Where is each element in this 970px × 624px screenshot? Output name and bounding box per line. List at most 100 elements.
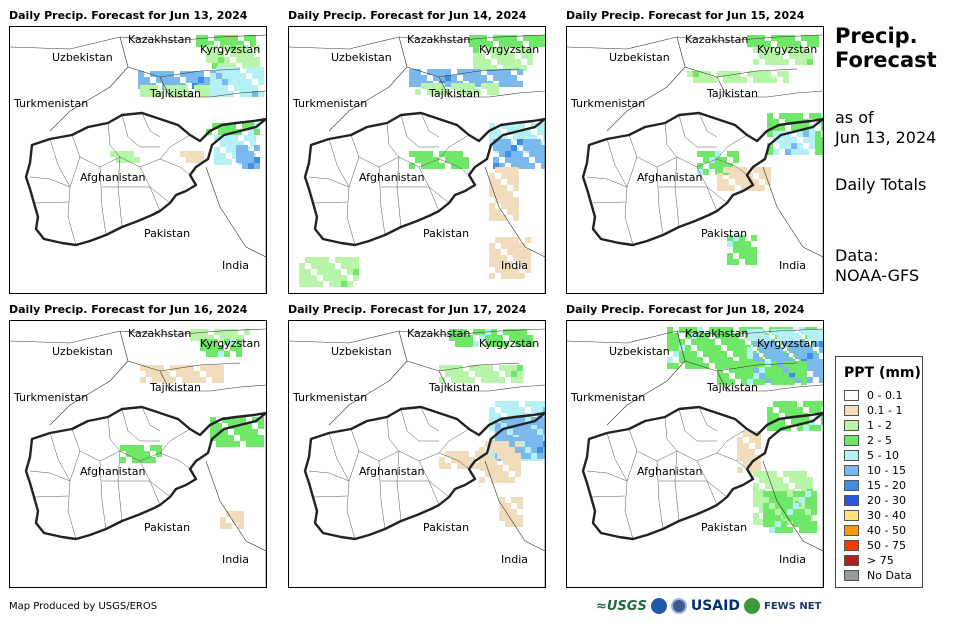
map-label-kyrgyzstan: Kyrgyzstan	[200, 43, 260, 56]
precip-cell	[737, 467, 743, 473]
map-label-tajikistan: Tajikistan	[706, 381, 758, 394]
precip-cell	[721, 327, 727, 333]
precip-cell	[186, 151, 192, 157]
precip-cell	[192, 151, 198, 157]
precip-cell	[507, 129, 513, 135]
precip-cell	[427, 151, 433, 157]
precip-cell	[717, 379, 723, 385]
precip-cell	[196, 35, 202, 41]
precip-cell	[236, 45, 242, 51]
precip-cell	[220, 135, 226, 141]
precip-cell	[507, 401, 513, 407]
precip-cell	[210, 429, 216, 435]
legend-title: PPT (mm)	[844, 365, 921, 381]
province-border	[159, 134, 191, 160]
map-label-tajikistan: Tajikistan	[428, 87, 480, 100]
precip-cell	[246, 91, 252, 97]
precip-cell	[759, 341, 765, 347]
precip-cell	[525, 435, 531, 441]
precip-cell	[473, 53, 479, 59]
precip-cell	[727, 333, 733, 339]
precip-cell	[493, 83, 499, 89]
precip-cell	[489, 243, 495, 249]
precip-cell	[801, 353, 807, 359]
precip-cell	[515, 459, 521, 465]
precip-cell	[679, 345, 685, 351]
precip-cell	[489, 135, 495, 141]
precip-cell	[335, 269, 341, 275]
precip-cell	[709, 351, 715, 357]
precip-cell	[138, 77, 144, 83]
precip-cell	[805, 515, 811, 521]
precip-cell	[543, 135, 545, 141]
precip-cell	[745, 357, 751, 363]
province-border	[624, 450, 638, 540]
precip-cell	[541, 157, 545, 163]
partner-logos: ≈USGS USAID FEWS NET	[596, 598, 821, 614]
precip-cell	[723, 379, 729, 385]
precip-cell	[481, 75, 487, 81]
precip-cell	[449, 335, 455, 341]
precip-cell	[238, 41, 244, 47]
precip-cell	[813, 365, 819, 371]
precip-cell	[222, 435, 228, 441]
precip-cell	[721, 357, 727, 363]
precip-cell	[815, 131, 821, 137]
precip-cell	[224, 123, 230, 129]
precip-cell	[767, 143, 773, 149]
precip-cell	[214, 329, 220, 335]
precip-cell	[305, 275, 311, 281]
precip-cell	[737, 443, 743, 449]
precip-cell	[485, 459, 491, 465]
precip-cell	[513, 197, 519, 203]
precip-cell	[531, 417, 537, 423]
precip-cell	[246, 67, 252, 73]
precip-cell	[192, 71, 198, 77]
precip-cell	[741, 167, 747, 173]
precip-cell	[739, 345, 745, 351]
precip-cell	[457, 89, 463, 95]
precip-cell	[747, 35, 753, 41]
precip-cell	[451, 451, 457, 457]
precip-cell	[240, 429, 246, 435]
precip-cell	[741, 173, 747, 179]
precip-cell	[499, 139, 505, 145]
precip-cell	[246, 429, 252, 435]
legend-swatch	[844, 420, 859, 431]
precip-cell	[463, 451, 469, 457]
precip-cell	[116, 157, 122, 163]
precip-cell	[751, 247, 757, 253]
map-label-uzbekistan: Uzbekistan	[331, 51, 392, 64]
precip-cell	[517, 69, 523, 75]
province-border	[308, 176, 350, 188]
precip-cell	[673, 339, 679, 345]
precip-cell	[799, 527, 805, 533]
precip-cell	[537, 435, 543, 441]
precip-cell	[252, 73, 258, 79]
precip-cell	[795, 495, 801, 501]
precip-cell	[455, 329, 461, 335]
legend-label: 0.1 - 1	[867, 404, 903, 417]
precip-cell	[727, 151, 733, 157]
precip-cell	[475, 41, 481, 47]
precip-cell	[497, 53, 503, 59]
precip-cell	[809, 425, 815, 431]
precip-cell	[811, 521, 817, 527]
usgs-logo: ≈USGS	[596, 598, 647, 614]
precip-cell	[505, 509, 511, 515]
precip-cell	[146, 365, 152, 371]
precip-cell	[230, 63, 236, 69]
precip-cell	[507, 431, 513, 437]
precip-cell	[489, 413, 495, 419]
precip-cell	[206, 91, 212, 97]
precip-cell	[815, 137, 821, 143]
legend-swatch	[844, 510, 859, 521]
country-borders	[567, 34, 823, 293]
precip-cell	[122, 157, 128, 163]
precip-cell	[819, 377, 823, 383]
province-border	[381, 480, 450, 498]
precip-cell	[729, 379, 735, 385]
precip-cell	[513, 243, 519, 249]
precip-cell	[164, 85, 170, 91]
precip-cell	[220, 329, 226, 335]
